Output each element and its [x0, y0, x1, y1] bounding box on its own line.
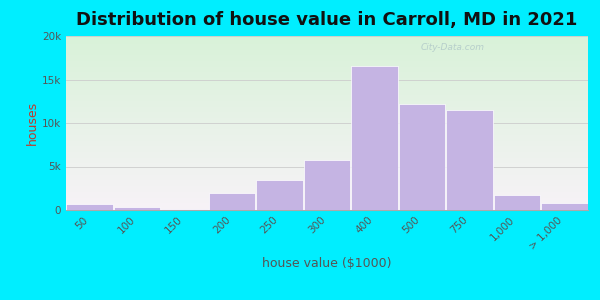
Bar: [446, 110, 493, 210]
Bar: [114, 206, 160, 210]
Bar: [351, 67, 398, 210]
Title: Distribution of house value in Carroll, MD in 2021: Distribution of house value in Carroll, …: [76, 11, 578, 29]
Bar: [161, 209, 208, 210]
Bar: [304, 160, 350, 210]
Bar: [494, 195, 540, 210]
Bar: [256, 179, 303, 210]
Text: City-Data.com: City-Data.com: [421, 43, 485, 52]
Bar: [398, 104, 445, 210]
Y-axis label: houses: houses: [26, 101, 39, 145]
Bar: [67, 204, 113, 210]
Bar: [209, 193, 256, 210]
Bar: [541, 203, 587, 210]
X-axis label: house value ($1000): house value ($1000): [262, 257, 392, 270]
